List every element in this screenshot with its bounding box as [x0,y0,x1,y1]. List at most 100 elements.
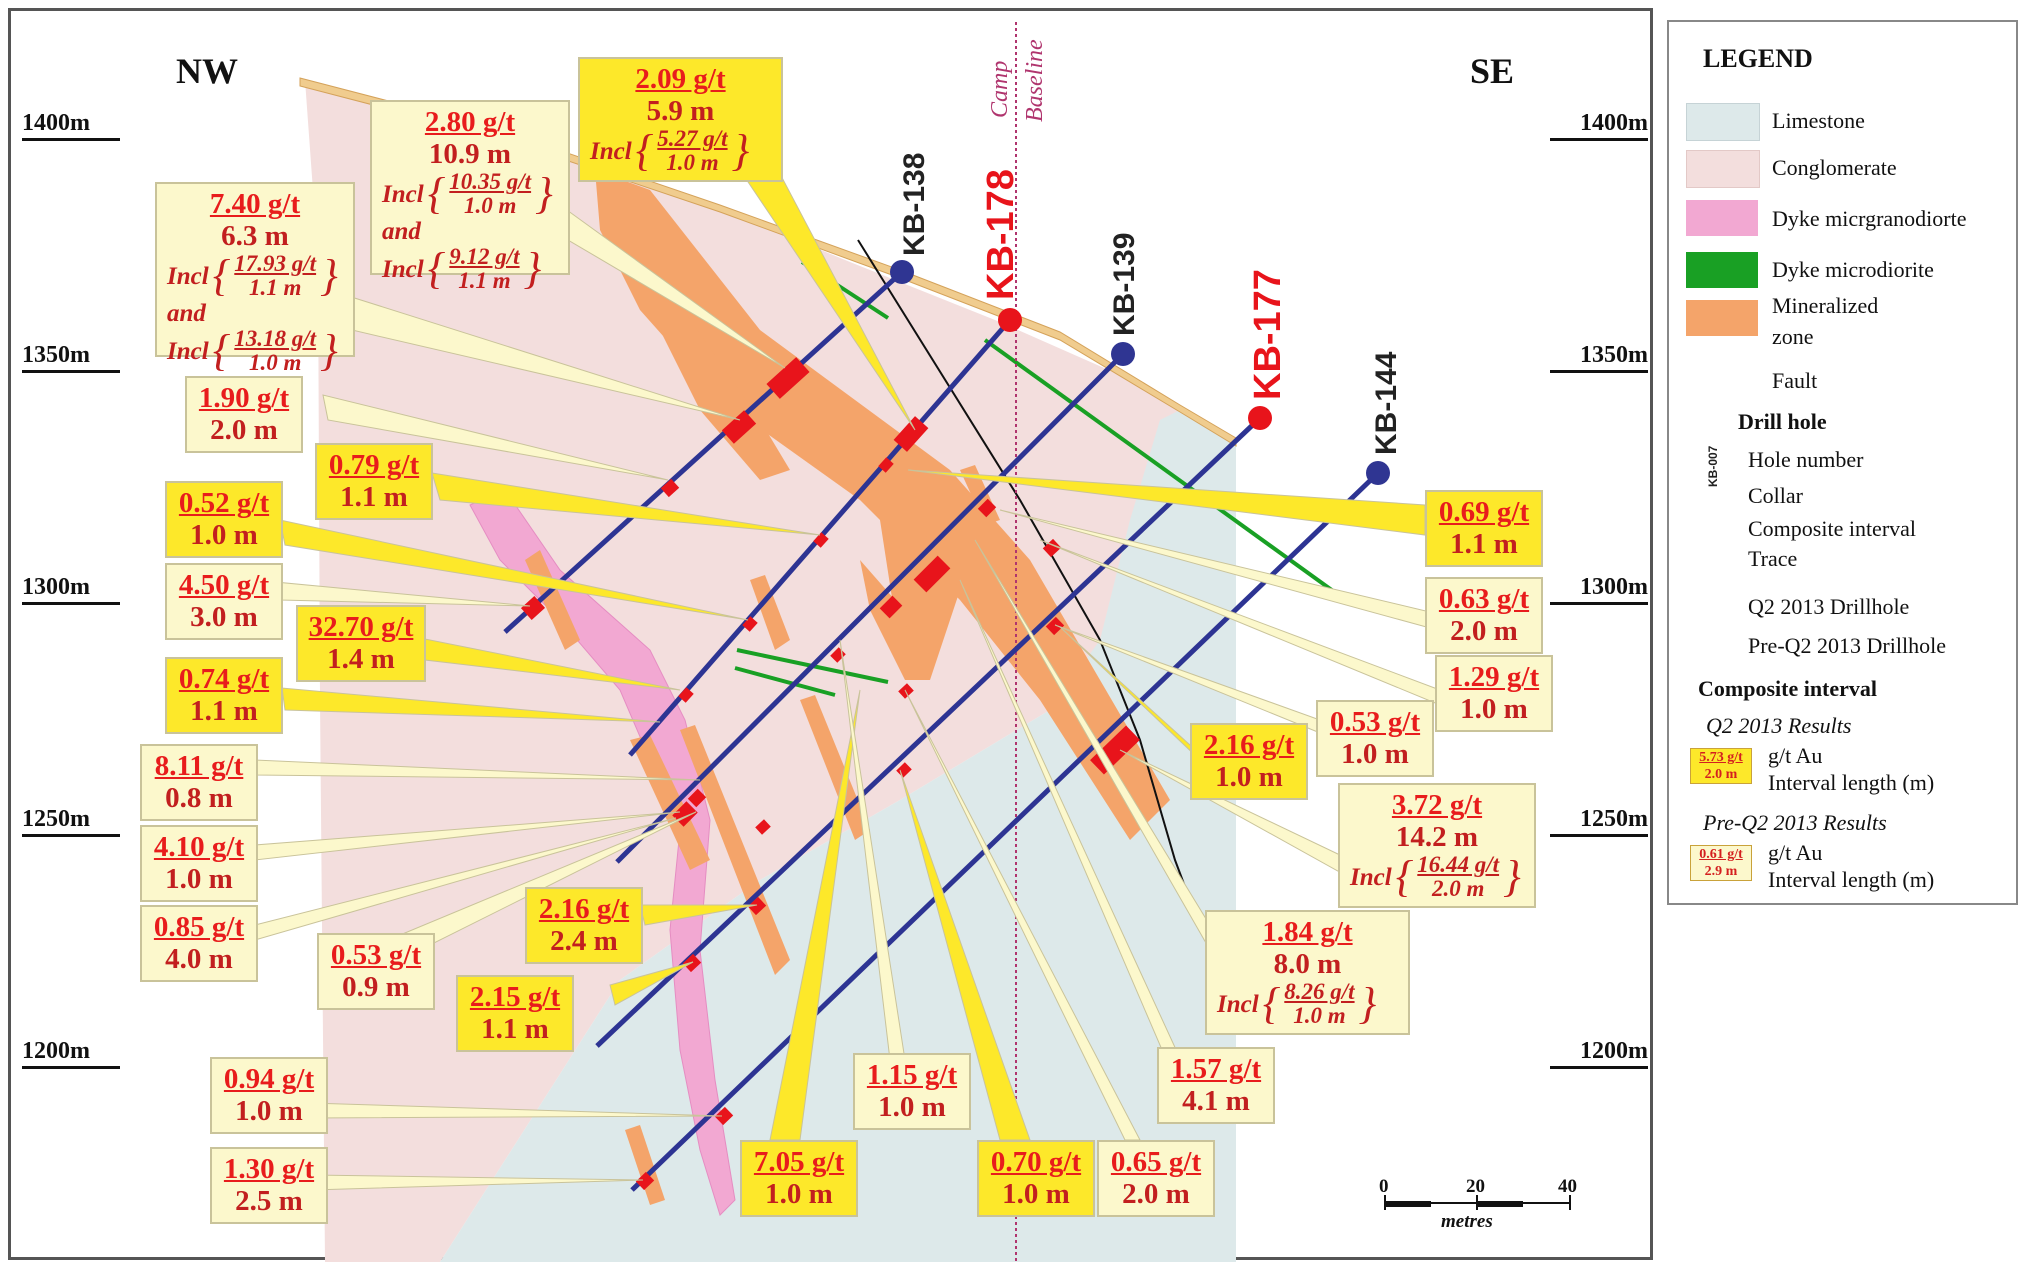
grade-text: 0.52 g/t [178,487,270,519]
length-text: 8.0 m [1273,948,1342,980]
assay-callout: 7.40 g/t 6.3 m Incl{17.93 g/t 1.1 m} and … [155,182,355,375]
interval [878,457,894,473]
grade-text: 0.70 g/t [990,1146,1082,1178]
legend-q2-sample-box: 5.73 g/t 2.0 m [1690,748,1752,784]
interval [893,416,929,452]
length-text: 1.0 m [190,519,258,551]
interval [1042,538,1062,558]
length-text: 1.0 m [165,863,233,895]
assay-callout: 0.53 g/t 0.9 m [317,933,435,1010]
interval [913,555,951,593]
elevation-label: 1400m [22,110,120,141]
length-text: 1.0 m [1341,738,1409,770]
grade-text: 3.72 g/t [1391,789,1483,821]
length-text: 10.9 m [428,138,512,170]
grade-text: 4.10 g/t [153,831,245,863]
include-row: Incl{9.12 g/t 1.1 m} [382,244,542,293]
grade-text: 0.69 g/t [1438,496,1530,528]
grade-text: 1.15 g/t [866,1059,958,1091]
swatch-dyke-microdiorite [1686,252,1758,288]
legend-gt-au: g/t Au [1768,840,1823,865]
length-text: 4.0 m [165,943,233,975]
interval [660,478,680,498]
dyke-microdiorite-2 [983,338,1342,598]
interval [520,596,546,620]
grade-text: 2.15 g/t [469,981,561,1013]
grade-text: 2.09 g/t [635,63,726,95]
grade-text: 0.63 g/t [1438,583,1530,615]
elevation-label: 1200m [22,1038,120,1069]
swatch-dyke-microgranodiorite [1686,200,1758,236]
legend-q2-drillhole: Q2 2013 Drillhole [1748,594,1910,619]
interval [879,595,903,619]
elevation-label: 1350m [1550,342,1648,373]
interval [1045,616,1065,636]
direction-se: SE [1470,51,1515,91]
legend-pre-sample-box: 0.61 g/t 2.9 m [1690,845,1752,881]
interval [896,762,912,778]
assay-callout: 1.57 g/t 4.1 m [1157,1047,1275,1124]
length-text: 1.1 m [1450,528,1518,560]
assay-callout: 2.15 g/t 1.1 m [456,975,574,1052]
grade-text: 1.90 g/t [198,382,290,414]
grade-text: 2.16 g/t [538,893,630,925]
include-row: and [382,218,421,245]
hole-label-kb-144: KB-144 [1370,351,1403,455]
assay-callout: 0.79 g/t 1.1 m [315,443,433,520]
grade-text: 4.50 g/t [178,569,270,601]
scale-bar [1384,1195,1571,1210]
legend-collar: Collar [1748,483,1803,508]
grade-text: 1.84 g/t [1262,916,1353,948]
mineralized-zone-6 [750,575,790,650]
leader [431,472,821,536]
length-text: 5.9 m [646,95,715,127]
interval [766,357,810,399]
interval [977,498,997,518]
camp-label: Camp [987,60,1013,118]
assay-callout: 0.70 g/t 1.0 m [977,1140,1095,1217]
assay-callout: 4.10 g/t 1.0 m [140,825,258,902]
mineralized-zone-11 [625,1125,665,1205]
legend-interval-length: Interval length (m) [1768,867,1935,892]
scale-tick: 40 [1558,1176,1577,1197]
length-text: 1.4 m [327,643,395,675]
legend-interval-length: Interval length (m) [1768,770,1935,795]
elevation-label: 1200m [1550,1038,1648,1069]
elevation-label: 1300m [1550,574,1648,605]
assay-callout: 3.72 g/t 14.2 m Incl{16.44 g/t 2.0 m} [1338,783,1536,908]
assay-callout: 0.53 g/t 1.0 m [1316,700,1434,777]
interval [755,819,771,835]
assay-callout: 1.84 g/t 8.0 m Incl{8.26 g/t 1.0 m} [1205,910,1410,1035]
grade-text: 7.05 g/t [753,1146,845,1178]
grade-text: 32.70 g/t [308,611,414,643]
collar-kb-144 [1366,461,1390,485]
assay-callout: 0.69 g/t 1.1 m [1425,490,1543,567]
hole-label-kb-177: KB-177 [1247,269,1289,400]
assay-callout: 0.63 g/t 2.0 m [1425,577,1543,654]
interval [687,788,707,808]
trace-kb-177 [595,416,1262,1048]
assay-callout: 7.05 g/t 1.0 m [740,1140,858,1217]
length-text: 2.0 m [1122,1178,1190,1210]
collar-kb-139 [1111,342,1135,366]
hole-label-kb-138: KB-138 [898,152,931,256]
swatch-conglomerate [1686,150,1760,188]
grade-text: 0.94 g/t [223,1063,315,1095]
grade-text: 0.85 g/t [153,911,245,943]
length-text: 14.2 m [1395,821,1479,853]
elevation-label: 1250m [1550,806,1648,837]
legend-mineralized: Mineralized [1772,293,1879,318]
length-text: 1.1 m [340,481,408,513]
legend-gt-au: g/t Au [1768,743,1823,768]
grade-text: 0.79 g/t [328,449,420,481]
assay-callout: 1.30 g/t 2.5 m [210,1147,328,1224]
fault-line [857,239,1206,941]
grade-text: 2.16 g/t [1203,729,1295,761]
length-text: 0.9 m [342,971,410,1003]
elevation-label: 1350m [22,342,120,373]
grade-text: 0.74 g/t [178,663,270,695]
length-text: 1.0 m [235,1095,303,1127]
grade-text: 0.53 g/t [330,939,422,971]
legend-dyke-microgranodiorite: Dyke micrgranodiorte [1772,206,1967,231]
